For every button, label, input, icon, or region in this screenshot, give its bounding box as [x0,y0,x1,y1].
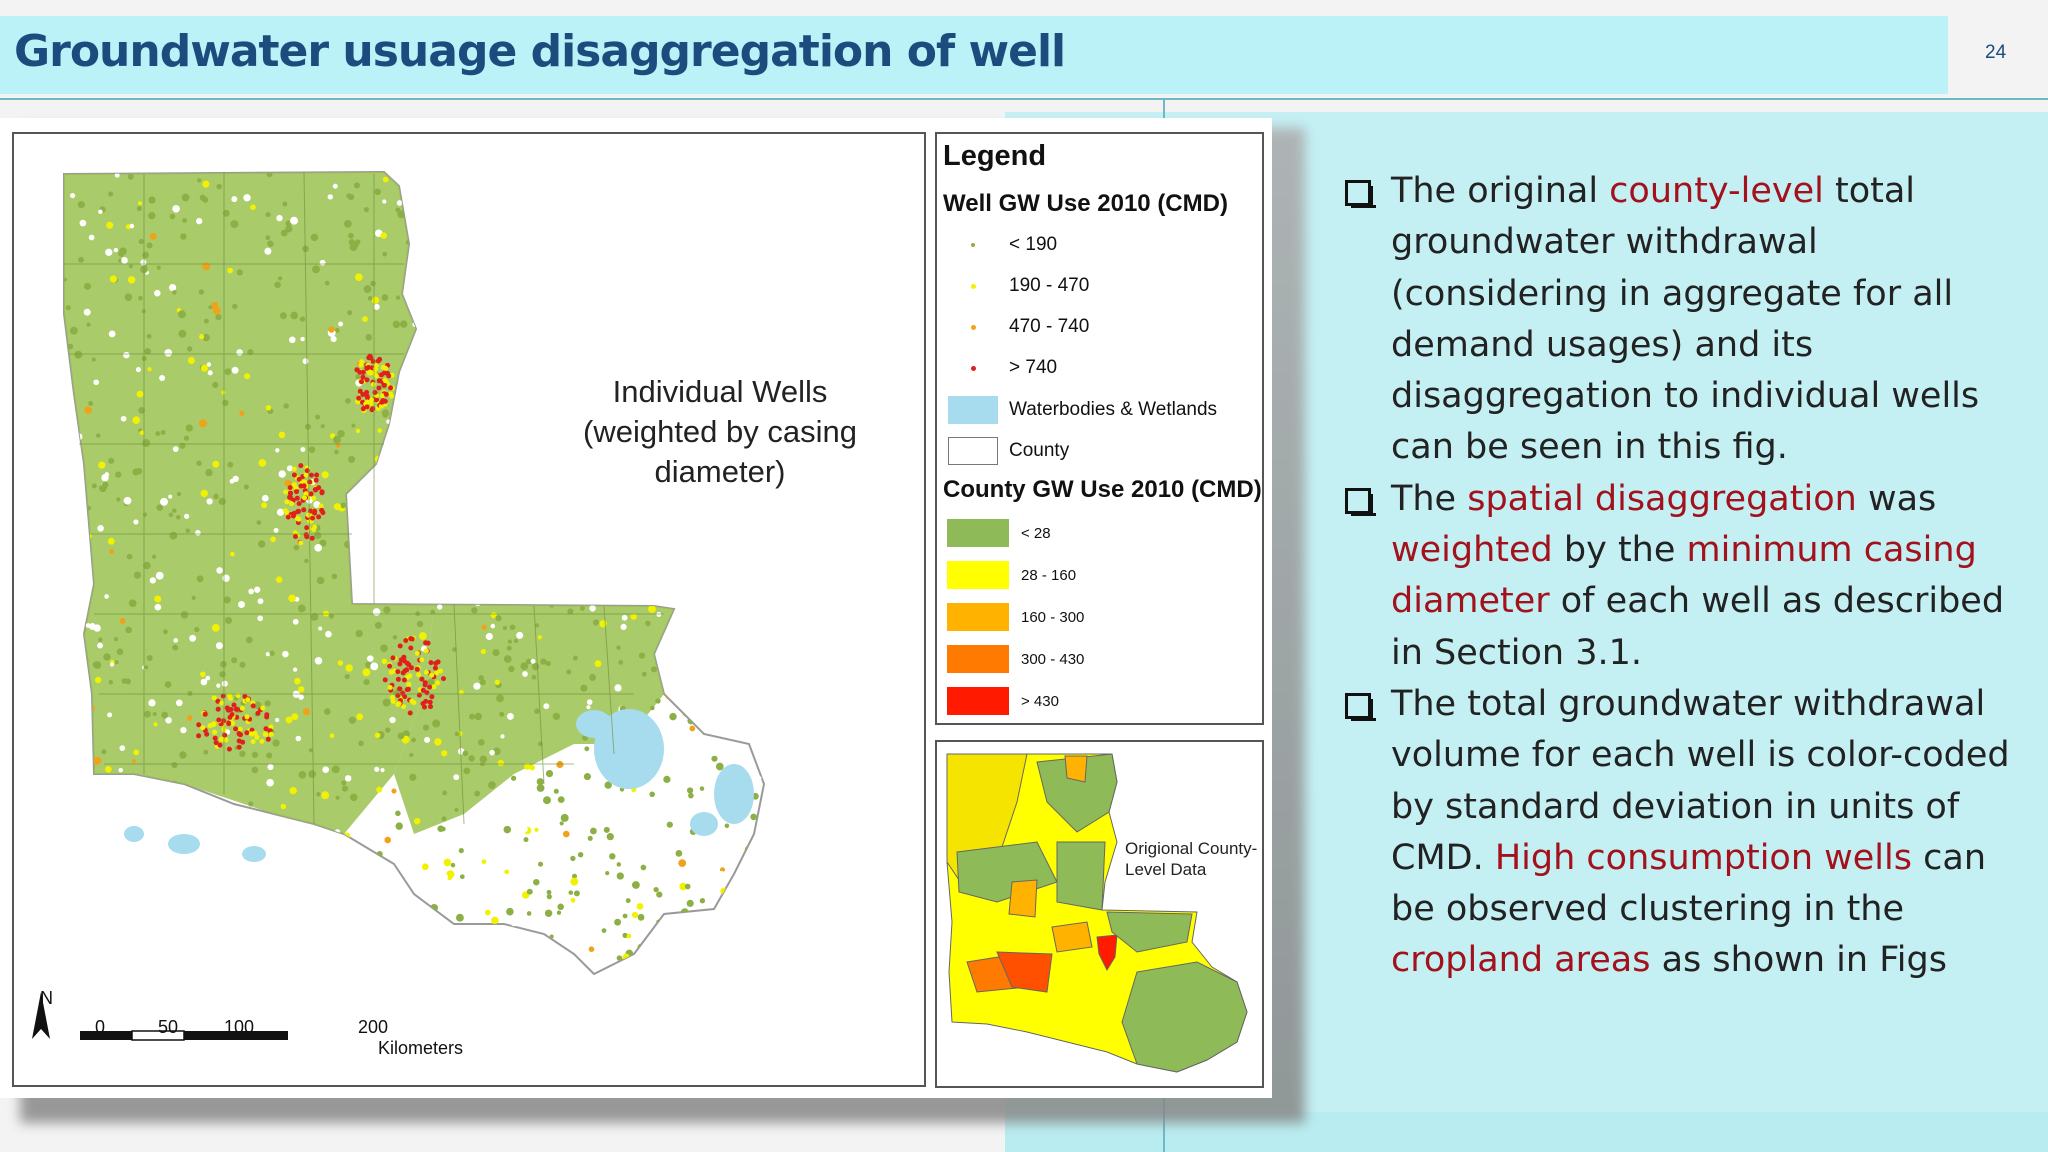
highlight-text: cropland areas [1391,940,1651,981]
checkbox-bullet-icon [1345,487,1376,516]
title-bar [0,16,1948,94]
legend-county-label: County [1009,440,1070,461]
body-text: by the [1552,530,1687,571]
map-label-line1: Individual Wells [612,374,828,409]
county-choropleth [946,753,1248,1073]
header-divider [0,98,2048,100]
body-text: total groundwater withdrawal (considerin… [1391,171,1980,468]
scale-bar [80,1030,288,1041]
checkbox-bullet-icon [1345,180,1376,208]
legend-well-row-2: 190 - 470 [947,271,1089,301]
body-text: The total groundwater withdrawal volume … [1391,683,2010,878]
map-label: Individual Wells (weighted by casing dia… [520,372,920,492]
county-class-swatch [947,561,1009,589]
legend-well-label-3: 470 - 740 [1009,316,1090,337]
checkbox-bullet-icon [1345,692,1376,721]
legend-well-row-1: < 190 [947,230,1057,260]
highlight-text: minimum casing diameter [1391,530,1977,622]
body-text: The [1391,478,1468,519]
county-swatch [948,437,998,465]
well-dot-icon [970,365,976,371]
body-text: of each well as described in Section 3.1… [1391,581,2005,673]
legend-waterbodies-row: Waterbodies & Wetlands [947,395,1217,425]
scale-tick-0: 0 [95,1017,106,1037]
legend-county-row-5: > 430 [947,686,1059,716]
legend-county-label-4: 300 - 430 [1021,650,1085,668]
highlight-text: weighted [1391,530,1553,571]
body-text: was [1856,478,1937,519]
body-text: as shown in Figs [1650,940,1947,981]
inset-label-line2: Level Data [1125,860,1207,879]
legend-county-row: County [947,436,1069,466]
legend-county-label-2: 28 - 160 [1021,566,1077,584]
well-dot-icon [970,283,976,289]
legend-county-label-5: > 430 [1021,692,1059,710]
scale-tick-50: 50 [158,1017,179,1037]
legend-well-row-4: > 740 [947,353,1057,383]
inset-county-map: Origional County- Level Data [935,740,1264,1088]
scale-tick-100: 100 [224,1017,255,1037]
inset-label-line1: Origional County- [1125,839,1258,858]
map-legend: Legend Well GW Use 2010 (CMD) < 190 190 … [935,132,1264,725]
slide-title: Groundwater usuage disaggregation of wel… [14,26,1066,77]
legend-county-row-2: 28 - 160 [947,560,1076,590]
legend-county-label-1: < 28 [1021,524,1051,542]
county-class-swatch [947,603,1009,631]
legend-county-label-3: 160 - 300 [1021,608,1085,626]
legend-well-row-3: 470 - 740 [947,312,1089,342]
bullet-item-3: The total groundwater withdrawal volume … [1343,679,2033,987]
bullet-item-2: The spatial disaggregation was weighted … [1343,474,2033,679]
north-arrow-icon [32,992,50,1039]
county-class-swatch [947,645,1009,673]
bullet-item-1: The original county-level total groundwa… [1343,166,2033,474]
legend-well-label-1: < 190 [1009,234,1058,255]
well-dot-icon [971,243,975,247]
well-dot-icon [970,324,976,330]
map-label-line2: (weighted by casing diameter) [583,414,857,489]
highlight-text: spatial disaggregation [1467,478,1857,519]
highlight-text: county-level [1609,171,1824,211]
highlight-text: High consumption wells [1494,837,1912,878]
page-number: 24 [1985,42,2007,63]
legend-well-heading: Well GW Use 2010 (CMD) [943,190,1228,217]
waterbody-swatch [948,396,998,424]
legend-well-label-4: > 740 [1009,357,1058,378]
county-class-swatch [947,687,1009,715]
county-class-swatch [947,519,1009,547]
legend-county-row-4: 300 - 430 [947,644,1084,674]
body-text: The original [1391,171,1610,211]
legend-county-heading: County GW Use 2010 (CMD) [943,476,1262,503]
legend-waterbodies-label: Waterbodies & Wetlands [1009,399,1218,420]
legend-county-row-1: < 28 [947,518,1051,548]
legend-county-row-3: 160 - 300 [947,602,1084,632]
waterbodies [124,709,754,862]
north-label: N [40,988,53,1008]
inset-label: Origional County- Level Data [1125,838,1257,880]
legend-title: Legend [943,140,1047,172]
bullet-list: The original county-level total groundwa… [1343,166,2033,987]
legend-well-label-2: 190 - 470 [1009,275,1090,296]
scale-unit: Kilometers [378,1038,464,1058]
main-map [12,132,926,1087]
louisiana-well-map [32,171,765,1041]
body-text: can be observed clustering in the [1391,837,1986,930]
scale-tick-200: 200 [358,1017,389,1037]
